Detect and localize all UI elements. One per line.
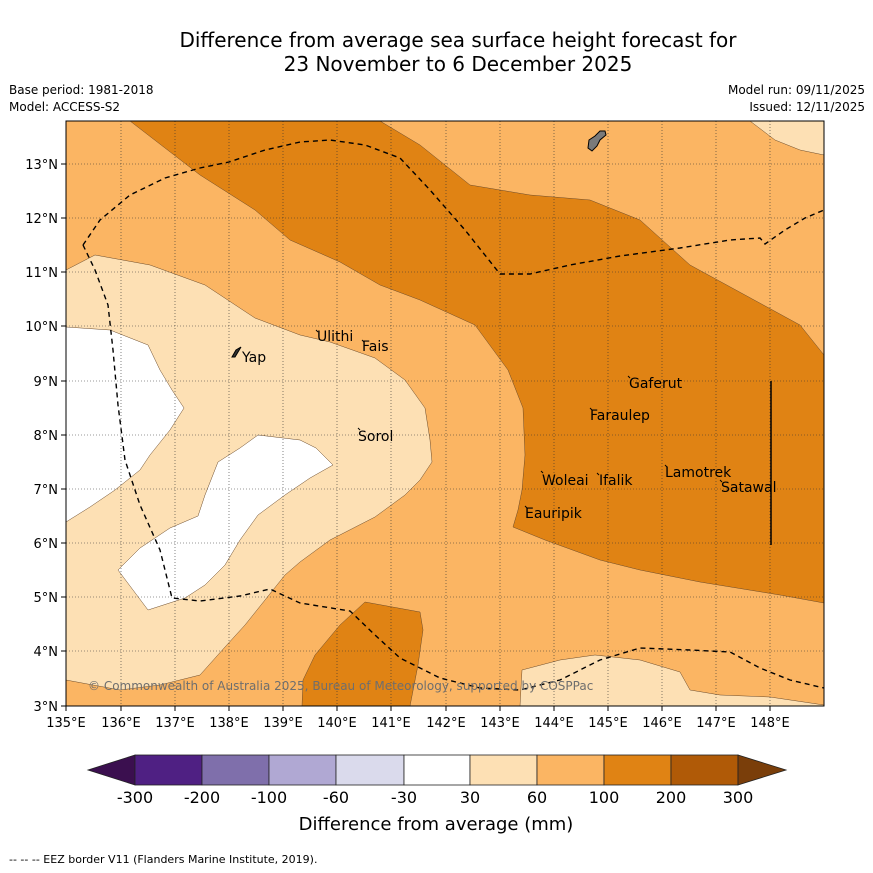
lon-label: 138°E <box>209 716 249 731</box>
title-line-1: Difference from average sea surface heig… <box>179 28 737 52</box>
title-line-2: 23 November to 6 December 2025 <box>283 52 633 76</box>
colorbar <box>86 754 788 786</box>
place-satawal: Satawal <box>721 480 776 496</box>
eez-border <box>82 139 824 691</box>
meta-left: Base period: 1981-2018 Model: ACCESS-S2 <box>9 82 154 116</box>
guam-island <box>587 130 607 152</box>
lat-label: 3°N <box>34 700 59 715</box>
lat-label: 8°N <box>34 429 59 444</box>
contour-100-200-main <box>130 121 824 603</box>
yap-island <box>231 346 242 358</box>
place-fais: Fais <box>362 339 389 355</box>
lon-label: 144°E <box>534 716 574 731</box>
contour-30-60-ne <box>750 121 824 155</box>
colorbar-segment <box>603 754 672 786</box>
colorbar-segment <box>403 754 471 786</box>
colorbar-segment <box>201 754 270 786</box>
colorbar-tick: -100 <box>251 788 287 807</box>
model-run: Model run: 09/11/2025 <box>727 83 865 97</box>
lon-label: 137°E <box>155 716 195 731</box>
contour-neutral-center <box>118 435 333 610</box>
lat-label: 12°N <box>25 212 58 227</box>
lon-label: 145°E <box>588 716 628 731</box>
lat-label: 11°N <box>25 266 58 281</box>
lat-label: 5°N <box>34 591 59 606</box>
colorbar-segment <box>536 754 605 786</box>
contour-30-60-se <box>520 655 824 706</box>
place-eauripik: Eauripik <box>525 506 583 522</box>
lat-label: 7°N <box>34 483 59 498</box>
colorbar-tick: -30 <box>391 788 417 807</box>
lon-label: 136°E <box>101 716 141 731</box>
map-title: Difference from average sea surface heig… <box>0 28 873 76</box>
contour-lines <box>66 121 824 706</box>
contour-neutral-west <box>66 327 184 522</box>
place-lamotrek: Lamotrek <box>665 465 732 481</box>
lon-label: 147°E <box>696 716 736 731</box>
meta-right: Model run: 09/11/2025 Issued: 12/11/2025 <box>728 82 865 116</box>
lat-label: 4°N <box>34 645 59 660</box>
lon-label: 141°E <box>371 716 411 731</box>
lon-label: 135°E <box>46 716 86 731</box>
atoll-markers <box>315 329 723 509</box>
colorbar-segment <box>335 754 405 786</box>
lon-label: 148°E <box>750 716 790 731</box>
place-sorol: Sorol <box>358 429 393 445</box>
model-name: Model: ACCESS-S2 <box>9 100 121 114</box>
colorbar-tick: 100 <box>589 788 620 807</box>
colorbar-segment <box>670 754 739 786</box>
lat-label: 13°N <box>25 158 58 173</box>
lat-label: 6°N <box>34 537 59 552</box>
colorbar-segment <box>268 754 337 786</box>
contour-100-200-south <box>302 602 423 706</box>
place-yap: Yap <box>241 350 266 366</box>
eez-footnote: -- -- -- EEZ border V11 (Flanders Marine… <box>9 853 318 866</box>
colorbar-segment <box>469 754 538 786</box>
colorbar-extend-low <box>86 754 136 786</box>
lon-label: 140°E <box>317 716 357 731</box>
base-period: Base period: 1981-2018 <box>9 83 154 97</box>
colorbar-tick: 200 <box>656 788 687 807</box>
plot-frame <box>65 120 825 707</box>
issued-date: Issued: 12/11/2025 <box>749 100 865 114</box>
place-gaferut: Gaferut <box>629 376 683 392</box>
place-faraulep: Faraulep <box>590 408 650 424</box>
lon-label: 142°E <box>426 716 466 731</box>
colorbar-tick: -200 <box>184 788 220 807</box>
place-ulithi: Ulithi <box>317 329 353 345</box>
colorbar-tick: -60 <box>323 788 349 807</box>
copyright-text: © Commonwealth of Australia 2025, Bureau… <box>88 679 593 693</box>
gridlines <box>66 121 824 706</box>
colorbar-extend-high <box>737 754 788 786</box>
colorbar-tick: 30 <box>460 788 480 807</box>
lat-label: 10°N <box>25 320 58 335</box>
colorbar-tick: 300 <box>723 788 754 807</box>
lat-label: 9°N <box>34 375 59 390</box>
colorbar-segment <box>134 754 203 786</box>
contour-layer <box>66 121 824 706</box>
colorbar-label: Difference from average (mm) <box>299 814 574 835</box>
lon-label: 146°E <box>642 716 682 731</box>
axis-ticks <box>61 163 771 711</box>
lon-label: 139°E <box>263 716 303 731</box>
colorbar-tick: 60 <box>527 788 547 807</box>
place-ifalik: Ifalik <box>599 473 633 489</box>
place-woleai: Woleai <box>542 473 589 489</box>
colorbar-tick: -300 <box>117 788 153 807</box>
lon-label: 143°E <box>480 716 520 731</box>
